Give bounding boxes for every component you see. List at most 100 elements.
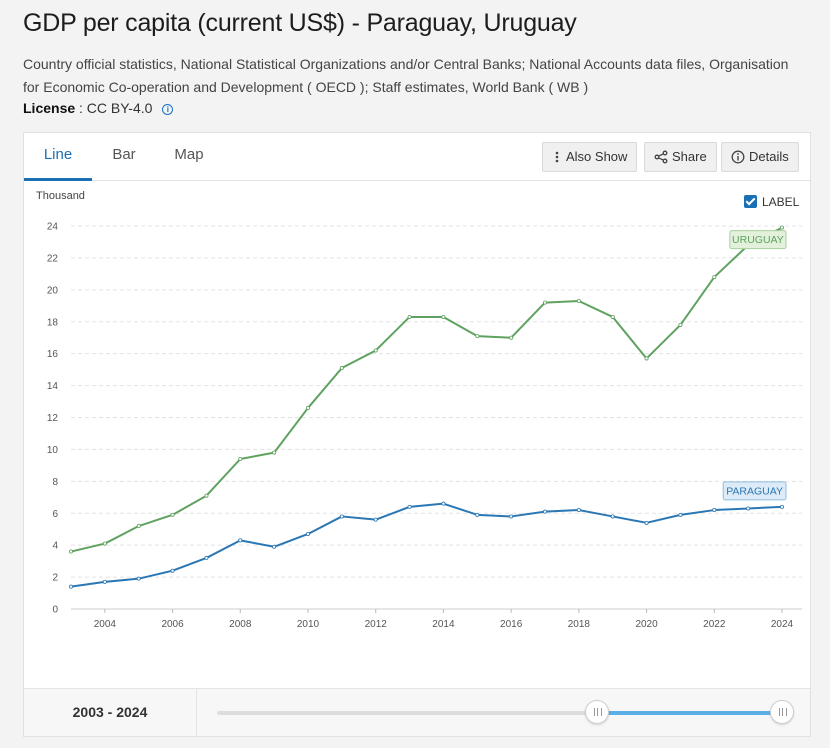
label-toggle[interactable]: LABEL: [744, 195, 799, 209]
uruguay-series-line: [70, 226, 783, 553]
y-tick-label: 18: [47, 317, 59, 328]
uruguay-data-point: [576, 299, 581, 304]
paraguay-data-point: [69, 584, 74, 589]
paraguay-data-point: [441, 501, 446, 506]
uruguay-data-point: [610, 314, 615, 319]
chart-tabs: Line Bar Map Also Show Share Details: [24, 133, 810, 181]
paraguay-data-point: [373, 517, 378, 522]
paraguay-data-point: [204, 555, 209, 560]
paraguay-data-point: [644, 520, 649, 525]
x-tick-label: 2016: [500, 619, 523, 630]
uruguay-data-point: [272, 450, 277, 455]
share-button[interactable]: Share: [644, 142, 717, 172]
x-tick-label: 2010: [297, 619, 320, 630]
year-range-fill: [596, 711, 782, 715]
uruguay-data-point: [407, 314, 412, 319]
info-icon[interactable]: i: [162, 104, 174, 115]
paraguay-data-point: [305, 531, 310, 536]
paraguay-data-point: [610, 514, 615, 519]
y-tick-label: 0: [52, 605, 58, 616]
paraguay-data-point: [509, 514, 514, 519]
x-tick-label: 2014: [432, 619, 455, 630]
license-line: License : CC BY-4.0 i: [23, 100, 174, 116]
paraguay-data-point: [712, 508, 717, 513]
share-label: Share: [672, 149, 707, 164]
source-text: Country official statistics, National St…: [23, 56, 789, 95]
y-tick-label: 6: [52, 509, 58, 520]
uruguay-data-point: [305, 405, 310, 410]
paraguay-data-point: [339, 514, 344, 519]
uruguay-data-point: [339, 366, 344, 371]
y-tick-label: 4: [52, 541, 58, 552]
info-icon: [731, 150, 745, 164]
tab-line[interactable]: Line: [24, 133, 92, 181]
x-tick-label: 2006: [161, 619, 184, 630]
paraguay-series-line: [70, 502, 783, 588]
year-range-label: 2003 - 2024: [24, 689, 197, 737]
y-tick-label: 14: [47, 381, 59, 392]
also-show-button[interactable]: Also Show: [542, 142, 638, 172]
share-icon: [654, 150, 668, 164]
paraguay-data-point: [407, 504, 412, 509]
paraguay-data-point: [102, 579, 107, 584]
uruguay-data-point: [238, 456, 243, 461]
uruguay-data-point: [475, 334, 480, 339]
y-tick-label: 22: [47, 253, 59, 264]
y-tick-label: 2: [52, 573, 58, 584]
uruguay-data-point: [170, 512, 175, 517]
x-tick-label: 2020: [635, 619, 658, 630]
uruguay-data-point: [204, 493, 209, 498]
uruguay-data-point: [780, 225, 785, 230]
paraguay-data-point: [746, 506, 751, 511]
x-tick-label: 2012: [365, 619, 388, 630]
uruguay-series-label: URUGUAY: [732, 234, 784, 246]
paraguay-data-point: [543, 509, 548, 514]
uruguay-label-box: [729, 230, 787, 250]
x-tick-label: 2022: [703, 619, 726, 630]
x-tick-label: 2004: [94, 619, 117, 630]
x-tick-label: 2008: [229, 619, 252, 630]
paraguay-data-point: [136, 576, 141, 581]
year-range-slider[interactable]: [217, 700, 794, 724]
uruguay-data-point: [509, 335, 514, 340]
uruguay-data-point: [102, 541, 107, 546]
license-value: : CC BY-4.0: [79, 100, 153, 116]
paraguay-data-point: [170, 568, 175, 573]
tab-map[interactable]: Map: [174, 146, 204, 163]
chart-card: Line Bar Map Also Show Share Details Tho…: [23, 132, 811, 737]
label-checkbox[interactable]: [744, 195, 757, 208]
uruguay-data-point: [543, 300, 548, 305]
year-range-bar: 2003 - 2024: [24, 688, 810, 737]
paraguay-series-label: PARAGUAY: [726, 485, 783, 497]
y-tick-label: 10: [47, 445, 59, 456]
y-axis-unit: Thousand: [36, 190, 85, 202]
tab-bar[interactable]: Bar: [112, 146, 136, 163]
details-label: Details: [749, 149, 789, 164]
details-button[interactable]: Details: [721, 142, 799, 172]
y-tick-label: 8: [52, 477, 58, 488]
paraguay-data-point: [576, 508, 581, 513]
paraguay-data-point: [238, 538, 243, 543]
uruguay-data-point: [136, 524, 141, 529]
y-tick-label: 24: [47, 222, 59, 233]
paraguay-data-point: [780, 504, 785, 509]
also-show-label: Also Show: [566, 149, 628, 164]
uruguay-data-point: [644, 356, 649, 361]
uruguay-data-point: [373, 348, 378, 353]
uruguay-data-point: [69, 549, 74, 554]
range-end-handle[interactable]: [770, 700, 794, 724]
paraguay-label-box: [722, 481, 787, 501]
label-toggle-text: LABEL: [762, 195, 800, 209]
range-start-handle[interactable]: [584, 700, 609, 724]
y-tick-label: 20: [47, 285, 59, 296]
y-tick-label: 12: [47, 413, 59, 424]
uruguay-data-point: [441, 314, 446, 319]
vertical-dots-icon: [555, 151, 559, 163]
uruguay-data-point: [678, 322, 683, 327]
y-tick-label: 16: [47, 349, 59, 360]
paraguay-data-point: [678, 512, 683, 517]
paraguay-data-point: [475, 512, 480, 517]
paraguay-data-point: [272, 544, 277, 549]
x-tick-label: 2024: [771, 619, 794, 630]
